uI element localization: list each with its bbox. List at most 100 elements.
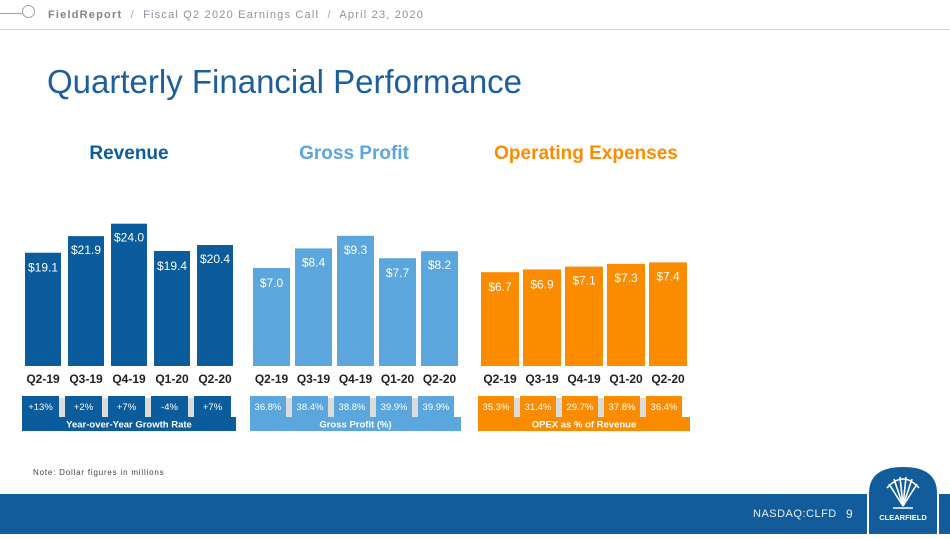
revenue-bar (111, 223, 147, 366)
gross-profit-table-value: 38.8% (339, 402, 366, 413)
revenue-value-label: $24.0 (114, 231, 144, 245)
opex-chart-title: Operating Expenses (494, 143, 678, 164)
opex-value-label: $6.9 (530, 277, 554, 291)
opex-bar (565, 266, 603, 366)
revenue-bar (25, 252, 61, 366)
revenue-value-label: $19.4 (157, 259, 187, 273)
revenue-value-label: $20.4 (200, 252, 230, 266)
revenue-table-cell (151, 396, 188, 417)
gross-profit-table-cell (418, 396, 454, 417)
gross-profit-table-value: 39.9% (381, 402, 408, 413)
opex-table-gap (514, 398, 520, 417)
header-divider (0, 29, 950, 30)
opex-table-cell (604, 396, 640, 417)
gross-profit-table-value: 39.9% (423, 402, 450, 413)
gross-profit-bar (337, 235, 374, 366)
logo-shell-icon (886, 476, 920, 509)
opex-value-label: $7.4 (656, 269, 680, 283)
gross-profit-value-label: $7.0 (260, 276, 284, 290)
opex-table-cell (646, 396, 682, 417)
gross-profit-table-caption-bar (250, 417, 461, 431)
breadcrumb-separator: / (327, 9, 332, 21)
gross-profit-table-value: 36.8% (255, 402, 282, 413)
revenue-value-label: $19.1 (28, 261, 58, 275)
opex-bar (649, 262, 687, 366)
gross-profit-value-label: $9.3 (344, 243, 368, 257)
opex-table-cell (562, 396, 598, 417)
revenue-category-label: Q1-20 (155, 372, 189, 386)
gross-profit-category-label: Q2-20 (423, 372, 457, 386)
revenue-table-value: -4% (161, 402, 178, 413)
revenue-table-cell (22, 396, 59, 417)
opex-bar (481, 272, 519, 366)
opex-table-caption-bar (478, 417, 690, 431)
breadcrumb-date: April 23, 2020 (339, 9, 425, 21)
gross-profit-category-label: Q2-19 (255, 372, 289, 386)
revenue-table-gap (145, 398, 151, 417)
revenue-bar (154, 250, 190, 366)
header-circle-icon (22, 5, 35, 18)
gross-profit-bar (295, 248, 332, 366)
revenue-chart-title: Revenue (89, 143, 169, 164)
gross-profit-table-cell (376, 396, 412, 417)
breadcrumb: FieldReport / Fiscal Q2 2020 Earnings Ca… (48, 9, 424, 21)
gross-profit-table-gap (412, 398, 418, 417)
breadcrumb-brand: FieldReport (48, 9, 123, 21)
revenue-category-label: Q2-20 (198, 372, 232, 386)
opex-table-value: 29.7% (567, 402, 594, 413)
logo-wordmark: CLEARFIELD (879, 513, 927, 522)
opex-table-cell (478, 396, 514, 417)
gross-profit-table-gap (370, 398, 376, 417)
opex-table-caption: OPEX as % of Revenue (532, 420, 637, 431)
opex-table-value: 35.3% (483, 402, 510, 413)
revenue-bar (197, 245, 233, 366)
revenue-table-gap (188, 398, 194, 417)
revenue-table-gap (102, 398, 108, 417)
opex-category-label: Q4-19 (567, 372, 601, 386)
gross-profit-table-cell (250, 396, 286, 417)
revenue-bar (68, 236, 104, 366)
gross-profit-category-label: Q4-19 (339, 372, 373, 386)
opex-table-value: 36.4% (651, 402, 678, 413)
opex-table-gap (556, 398, 562, 417)
revenue-category-label: Q4-19 (112, 372, 146, 386)
opex-table-cell (520, 396, 556, 417)
page-number: 9 (846, 507, 853, 521)
gross-profit-value-label: $8.4 (302, 255, 326, 269)
gross-profit-table-value: 38.4% (297, 402, 324, 413)
opex-category-label: Q1-20 (609, 372, 643, 386)
opex-category-label: Q2-20 (651, 372, 685, 386)
revenue-table-value: +13% (28, 402, 53, 413)
breadcrumb-separator: / (130, 9, 135, 21)
revenue-table-caption: Year-over-Year Growth Rate (66, 420, 192, 431)
revenue-table-value: +2% (74, 402, 94, 413)
gross-profit-table-caption: Gross Profit (%) (319, 420, 391, 431)
breadcrumb-event: Fiscal Q2 2020 Earnings Call (143, 9, 320, 21)
revenue-table-cell (65, 396, 102, 417)
footer-bar (0, 494, 950, 534)
gross-profit-bar (421, 251, 458, 366)
opex-value-label: $7.1 (572, 274, 596, 288)
gross-profit-category-label: Q1-20 (381, 372, 415, 386)
gross-profit-table-cell (334, 396, 370, 417)
opex-bar (607, 263, 645, 366)
page-title: Quarterly Financial Performance (47, 63, 523, 100)
opex-category-label: Q3-19 (525, 372, 559, 386)
revenue-table-caption-bar (22, 417, 236, 431)
gross-profit-value-label: $8.2 (428, 258, 452, 272)
gross-profit-table-gap (328, 398, 334, 417)
header-line (0, 13, 22, 14)
revenue-table-value: +7% (117, 402, 137, 413)
opex-table-value: 37.8% (609, 402, 636, 413)
gross-profit-bar (379, 258, 416, 366)
gross-profit-chart-title: Gross Profit (299, 143, 409, 164)
gross-profit-category-label: Q3-19 (297, 372, 331, 386)
opex-table-gap (640, 398, 646, 417)
revenue-table-value: +7% (203, 402, 223, 413)
footnote: Note: Dollar figures in millions (33, 468, 165, 477)
revenue-table-cell (108, 396, 145, 417)
revenue-table-gap (59, 398, 65, 417)
revenue-value-label: $21.9 (71, 243, 101, 257)
clearfield-logo: CLEARFIELD (865, 462, 941, 534)
